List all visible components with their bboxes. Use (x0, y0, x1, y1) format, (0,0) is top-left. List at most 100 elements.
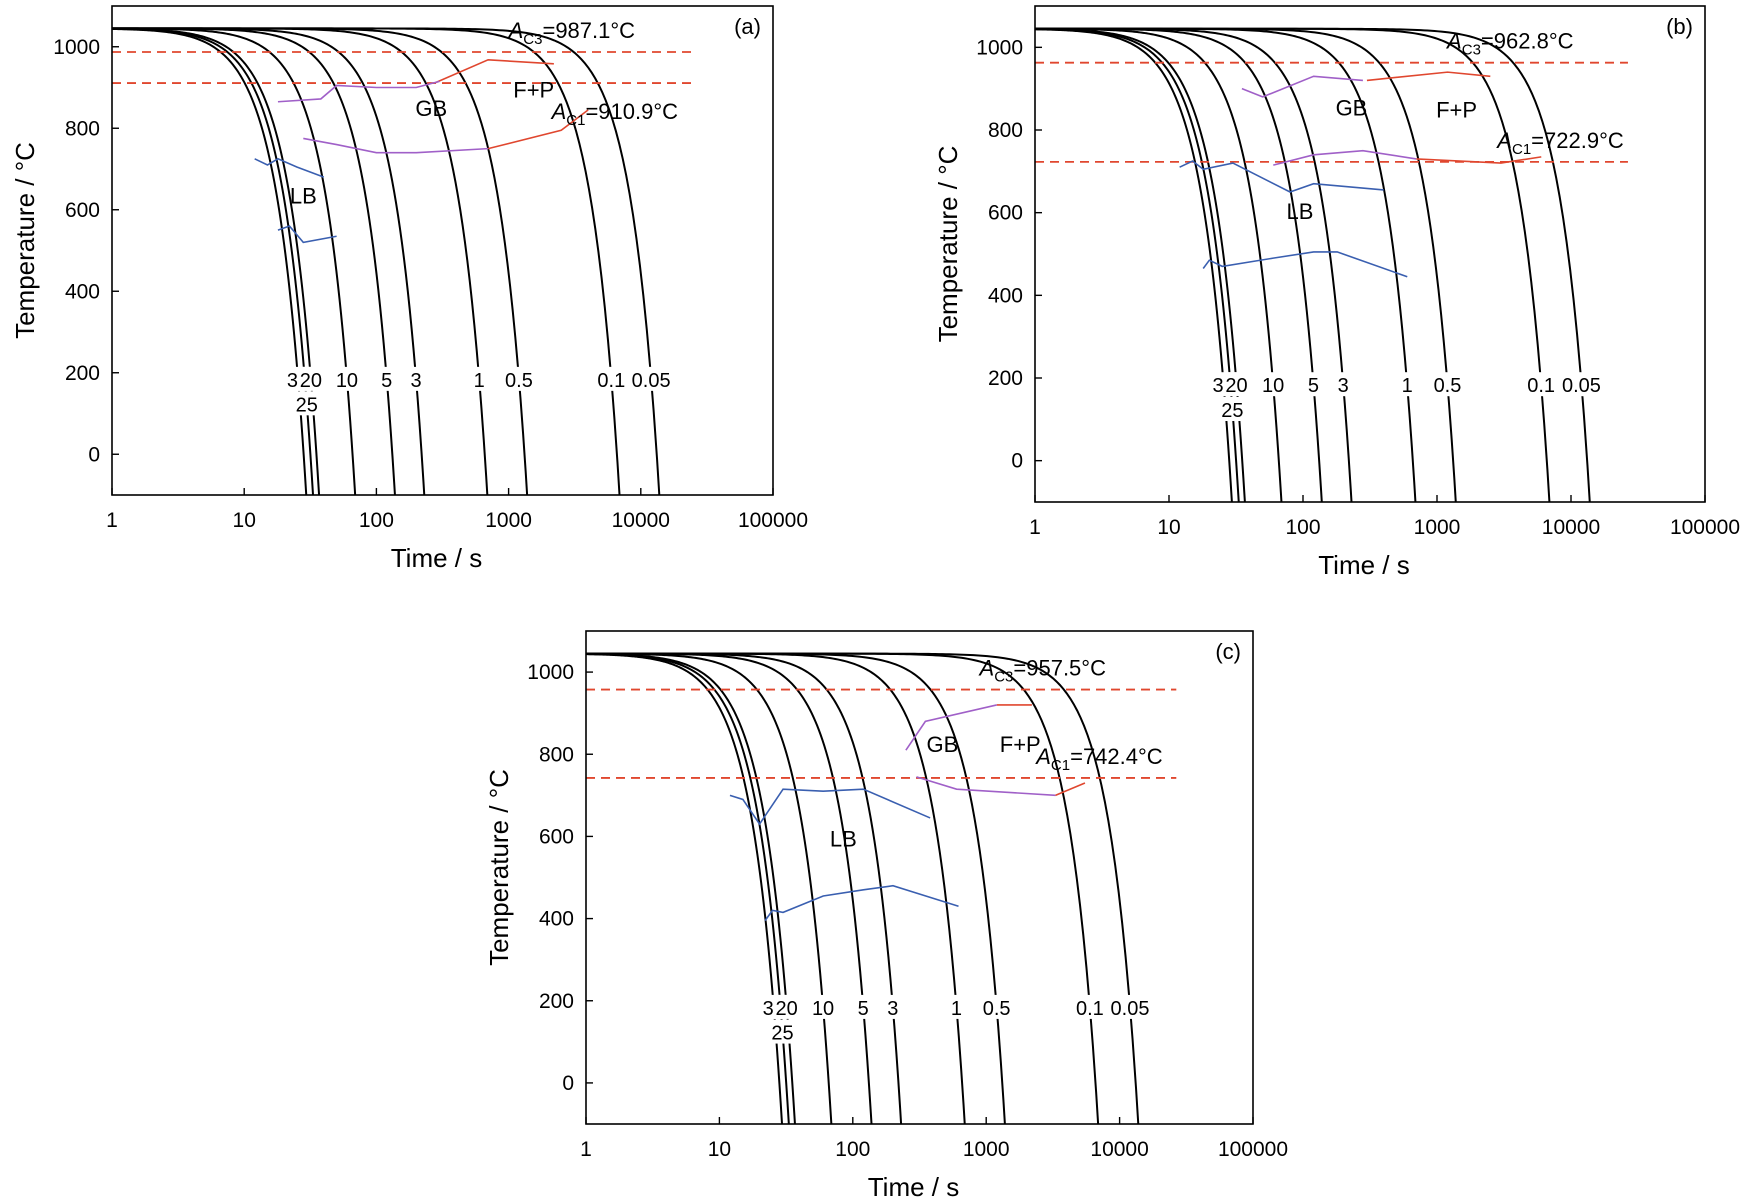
transformation-line-1 (487, 109, 589, 150)
y-axis-label: Temperature / °C (933, 146, 963, 343)
cooling-rate-label: 0.1 (597, 370, 625, 392)
cooling-curve-0.05 (586, 652, 1140, 1124)
plot-area (1035, 27, 1628, 502)
transformation-line-4 (1179, 160, 1384, 193)
y-tick-label: 0 (1011, 450, 1023, 473)
phase-label-gb: GB (1336, 96, 1368, 121)
transformation-line-0 (1366, 71, 1491, 82)
x-tick-label: 1 (106, 509, 118, 532)
cooling-curve-5 (112, 27, 396, 495)
cooling-curve-0.05 (112, 27, 661, 495)
cooling-curve-3 (112, 27, 426, 495)
transformation-line-3 (303, 137, 489, 154)
x-tick-label: 100 (1285, 516, 1320, 539)
critical-label-AC1: AC1=910.9°C (550, 99, 679, 129)
cooling-rate-label: 3 (1338, 375, 1349, 397)
transformation-line-2 (905, 704, 997, 751)
cooling-rate-label: 25 (1221, 400, 1243, 422)
phase-label-lb: LB (1287, 199, 1314, 224)
cooling-curve-0.5 (586, 652, 1006, 1124)
chart-panel-c: 1 10 100 1000 10000 10000002004006008001000Ti… (484, 630, 1288, 1202)
x-tick-label: 1000 (963, 1138, 1010, 1161)
y-tick-label: 800 (539, 743, 574, 766)
phase-label-gb: GB (415, 96, 447, 121)
x-tick-label: 10 (233, 509, 256, 532)
phase-label-f-p: F+P (1436, 98, 1477, 123)
x-tick-label: 10000 (1542, 516, 1600, 539)
cooling-rate-label: 5 (381, 370, 392, 392)
transformation-line-2 (1241, 75, 1363, 98)
transformation-line-1 (1416, 156, 1542, 164)
x-tick-label: 1000 (1414, 516, 1461, 539)
cooling-curve-30 (1035, 28, 1233, 502)
y-tick-label: 600 (65, 199, 100, 222)
x-tick-label: 10000 (612, 509, 670, 532)
y-tick-label: 600 (539, 825, 574, 848)
cooling-curve-30 (586, 653, 784, 1124)
plot-frame (585, 630, 1254, 1125)
cooling-curve-20 (586, 652, 796, 1124)
x-tick-label: 1 (1029, 516, 1041, 539)
cooling-rate-label: 5 (858, 998, 869, 1020)
cooling-rate-label: 0.05 (1111, 998, 1150, 1020)
y-tick-label: 400 (539, 908, 574, 931)
phase-label-gb: GB (927, 732, 959, 757)
cooling-curve-0.05 (1035, 27, 1591, 502)
transformation-line-2 (277, 80, 440, 103)
y-tick-label: 400 (988, 284, 1023, 307)
y-tick-label: 0 (88, 443, 100, 466)
plot-frame (111, 5, 774, 496)
x-tick-label: 100000 (738, 509, 808, 532)
cooling-curve-10 (1035, 27, 1283, 502)
x-axis-label: Time / s (391, 543, 482, 573)
y-tick-label: 800 (65, 117, 100, 140)
x-axis-label: Time / s (1318, 550, 1409, 580)
cooling-rate-label: 20 (1225, 375, 1247, 397)
critical-label-AC3: AC3=987.1°C (507, 18, 636, 48)
y-tick-label: 400 (65, 280, 100, 303)
x-axis-label: Time / s (868, 1172, 959, 1202)
transformation-line-5 (1202, 251, 1408, 278)
y-tick-label: 200 (539, 990, 574, 1013)
critical-label-AC3: AC3=962.8°C (1445, 29, 1574, 59)
x-tick-label: 10 (1157, 516, 1180, 539)
plot-frame (1034, 5, 1706, 503)
cooling-curve-5 (586, 652, 873, 1124)
cooling-curve-10 (112, 27, 357, 495)
plot-area (586, 652, 1177, 1124)
cooling-rate-label: 0.1 (1076, 998, 1104, 1020)
panel-label: (a) (734, 14, 761, 39)
x-tick-label: 100 (359, 509, 394, 532)
critical-label-AC3: AC3=957.5°C (978, 656, 1107, 686)
cooling-rate-label: 10 (812, 998, 834, 1020)
panel-label: (b) (1666, 14, 1693, 39)
y-tick-label: 600 (988, 202, 1023, 225)
cooling-curve-10 (586, 652, 833, 1124)
chart-panel-a: 1 10 100 1000 10000 10000002004006008001000Ti… (10, 5, 808, 573)
cooling-rate-label: 20 (300, 370, 322, 392)
critical-label-AC1: AC1=742.4°C (1034, 744, 1163, 774)
cooling-curve-5 (1035, 27, 1323, 502)
transformation-line-4 (729, 788, 931, 826)
cooling-curve-25 (586, 653, 790, 1124)
cooling-rate-label: 1 (951, 998, 962, 1020)
y-tick-label: 800 (988, 119, 1023, 142)
panel-label: (c) (1215, 639, 1241, 664)
y-tick-label: 0 (562, 1072, 574, 1095)
cooling-rate-label: 1 (1402, 375, 1413, 397)
cooling-rate-label: 0.05 (632, 370, 671, 392)
transformation-line-1 (1055, 782, 1086, 797)
transformation-line-0 (435, 58, 554, 84)
phase-label-f-p: F+P (1000, 732, 1041, 757)
cooling-rate-label: 25 (771, 1023, 793, 1045)
cooling-rate-label: 0.1 (1527, 375, 1555, 397)
phase-label-f-p: F+P (513, 78, 554, 103)
cooling-rate-label: 3 (887, 998, 898, 1020)
cooling-curve-0.5 (1035, 27, 1457, 502)
transformation-line-3 (916, 776, 1056, 797)
cooling-rate-label: 3 (411, 370, 422, 392)
cooling-rate-label: 5 (1308, 375, 1319, 397)
cooling-curve-20 (1035, 28, 1246, 502)
transformation-line-4 (254, 157, 325, 178)
x-tick-label: 100000 (1670, 516, 1740, 539)
